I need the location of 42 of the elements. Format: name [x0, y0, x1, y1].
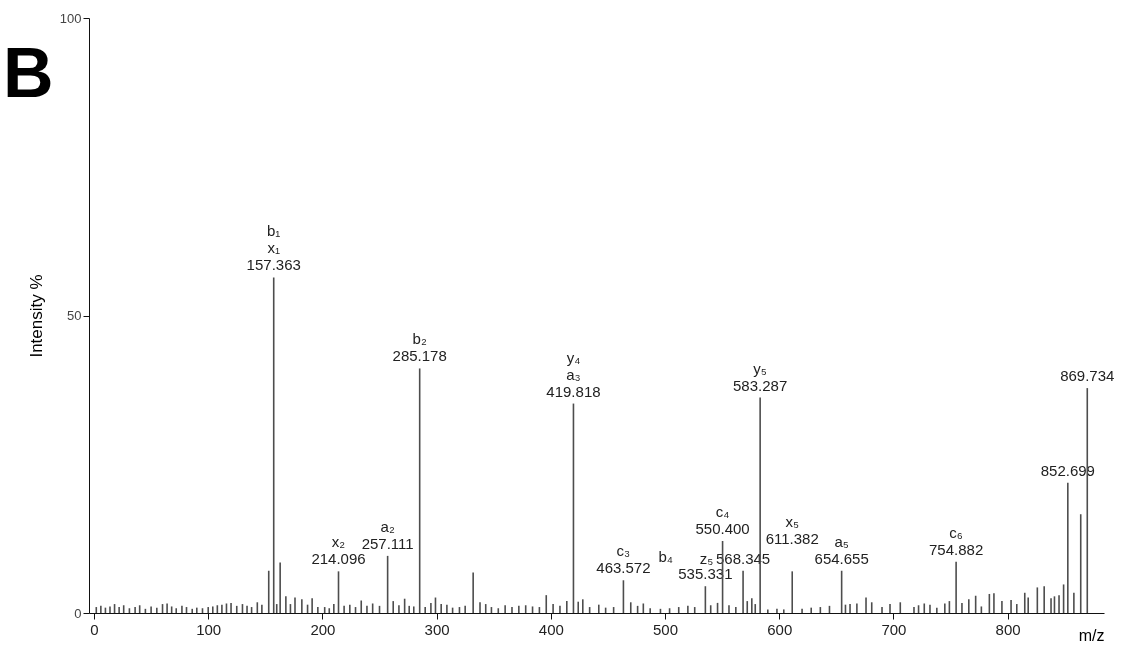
annotation: 157.363 — [246, 256, 301, 274]
x-tick-label: 700 — [881, 620, 907, 638]
chart-title: B — [3, 34, 54, 112]
annotation: b₂ — [412, 330, 427, 348]
annotation: a₂ — [380, 517, 395, 535]
x-tick-label: 300 — [424, 620, 450, 638]
annotation: 214.096 — [311, 550, 366, 568]
annotation: 285.178 — [392, 347, 447, 365]
x-tick-label: 200 — [310, 620, 336, 638]
annotation: 550.400 — [695, 520, 750, 538]
annotation: 583.287 — [733, 376, 788, 394]
annotation: c₃ — [616, 542, 631, 560]
x-axis-title: m/z — [1078, 626, 1105, 644]
annotation: z₅ — [699, 549, 714, 567]
annotation: 463.572 — [596, 559, 651, 577]
annotation: 611.382 — [765, 530, 819, 548]
annotation: 654.655 — [814, 549, 869, 567]
x-tick-label: 100 — [196, 620, 222, 638]
annotation: 869.734 — [1060, 367, 1115, 385]
annotation: x₂ — [331, 533, 346, 551]
annotation: x₁ — [267, 239, 280, 257]
annotation: a₃ — [566, 365, 581, 383]
annotation: c₄ — [715, 503, 730, 521]
annotation: c₆ — [949, 523, 963, 541]
annotation: 754.882 — [928, 540, 984, 558]
y-axis-title: Intensity % — [26, 274, 46, 358]
annotation: y₄ — [566, 348, 581, 366]
annotation: b₄ — [658, 548, 673, 566]
annotation: 419.818 — [546, 382, 601, 400]
x-tick-label: 800 — [995, 620, 1021, 638]
annotation: a₅ — [834, 532, 849, 550]
y-tick-label: 0 — [74, 605, 82, 621]
x-tick-label: 500 — [653, 620, 679, 638]
annotation: 257.111 — [361, 534, 414, 552]
annotation: x₅ — [785, 513, 799, 531]
x-tick-label: 600 — [767, 620, 793, 638]
x-tick-label: 400 — [538, 620, 564, 638]
annotation: y₅ — [753, 359, 767, 377]
annotation: b₁ — [267, 222, 281, 240]
y-tick-label: 50 — [67, 308, 82, 323]
y-tick-label: 100 — [59, 10, 82, 26]
x-tick-label: 0 — [90, 620, 99, 638]
